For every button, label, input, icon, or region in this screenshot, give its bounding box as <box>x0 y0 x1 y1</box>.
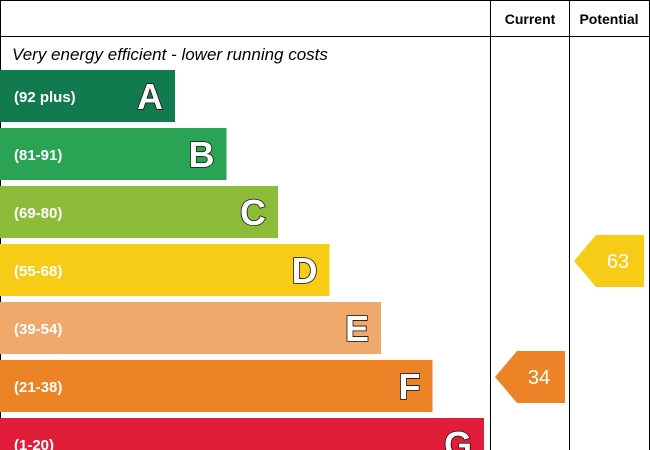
current-rating-value: 34 <box>528 367 550 389</box>
current-column-header: Current <box>505 11 556 27</box>
band-d-letter: D <box>292 250 318 291</box>
band-g-range: (1-20) <box>14 437 54 450</box>
band-b-bar <box>0 128 227 180</box>
band-d-bar <box>0 244 330 296</box>
potential-column-header: Potential <box>579 11 638 27</box>
rating-markers: 34 63 <box>495 235 644 403</box>
band-f-letter: F <box>399 366 421 407</box>
band-c-bar <box>0 186 278 238</box>
band-a-range: (92 plus) <box>14 89 76 106</box>
band-e-range: (39-54) <box>14 321 62 338</box>
band-g-bar <box>0 418 484 450</box>
band-e-bar <box>0 302 381 354</box>
potential-rating-value: 63 <box>607 251 629 273</box>
band-f-bar <box>0 360 433 412</box>
band-d-range: (55-68) <box>14 263 62 280</box>
band-c-range: (69-80) <box>14 205 62 222</box>
band-a-letter: A <box>137 76 163 117</box>
band-f-range: (21-38) <box>14 379 62 396</box>
band-e-letter: E <box>345 308 369 349</box>
band-g-letter: G <box>444 424 472 450</box>
band-b-letter: B <box>189 134 215 175</box>
band-c-letter: C <box>240 192 266 233</box>
current-rating-arrow <box>495 351 565 403</box>
band-a-bar <box>0 70 175 122</box>
potential-rating-arrow <box>574 235 644 287</box>
rating-bands: (92 plus) A (81-91) B (69-80) C (55-68) D (39-54… <box>0 70 484 450</box>
chart-caption: Very energy efficient - lower running co… <box>12 45 328 64</box>
band-b-range: (81-91) <box>14 147 62 164</box>
